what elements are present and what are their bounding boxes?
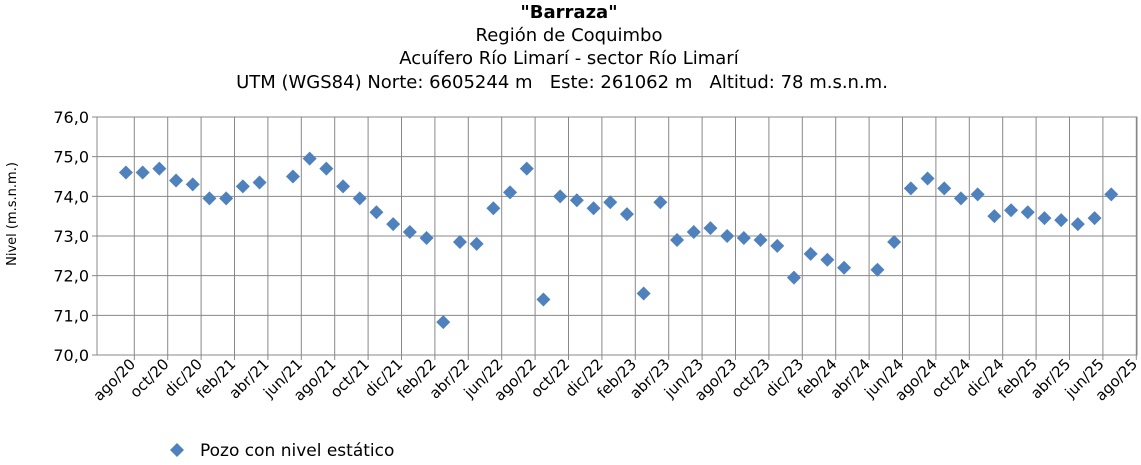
data-point (285, 169, 300, 184)
data-point (953, 191, 968, 206)
data-point (302, 151, 317, 166)
data-point (185, 177, 200, 192)
legend-marker (170, 443, 184, 457)
data-point (603, 195, 618, 210)
data-point (219, 191, 234, 206)
data-point (920, 171, 935, 186)
data-point (937, 181, 952, 196)
chart-subtitle: Acuífero Río Limarí - sector Río Limarí (399, 48, 739, 69)
y-tick-label: 71,0 (53, 306, 89, 325)
chart-title: "Barraza" (520, 2, 617, 23)
data-point (1020, 205, 1035, 220)
data-point (870, 262, 885, 277)
data-point (1087, 211, 1102, 226)
y-tick-label: 75,0 (53, 148, 89, 167)
data-point (553, 189, 568, 204)
x-tick-label: ago/20 (90, 355, 140, 405)
data-point (686, 225, 701, 240)
y-tick-label: 76,0 (53, 108, 89, 127)
data-point (887, 234, 902, 249)
data-point (386, 217, 401, 232)
data-point (252, 175, 267, 190)
data-point (903, 181, 918, 196)
data-point (436, 315, 451, 330)
data-point (770, 238, 785, 253)
data-point (753, 232, 768, 247)
data-point (152, 161, 167, 176)
data-point (1054, 213, 1069, 228)
y-tick-label: 70,0 (53, 346, 89, 365)
data-point (619, 207, 634, 222)
data-point (970, 187, 985, 202)
data-point (586, 201, 601, 216)
data-point (803, 246, 818, 261)
data-point (1037, 211, 1052, 226)
y-tick-label: 74,0 (53, 187, 89, 206)
data-point (670, 232, 685, 247)
data-point (720, 229, 735, 243)
data-point (820, 252, 835, 267)
data-point (369, 205, 384, 220)
data-point (987, 209, 1002, 224)
data-point (569, 193, 584, 208)
data-point (319, 161, 334, 176)
data-point (1004, 203, 1019, 218)
data-point (336, 179, 351, 194)
data-point (352, 191, 367, 206)
data-point (118, 165, 133, 180)
data-point (1104, 187, 1119, 202)
data-point (837, 260, 852, 275)
data-point (703, 221, 718, 236)
data-point (135, 165, 150, 180)
data-point (1070, 217, 1085, 232)
data-point (169, 173, 184, 188)
data-point (519, 161, 534, 176)
legend-label: Pozo con nivel estático (200, 441, 394, 461)
y-axis-label: Nivel (m.s.n.m.) (5, 162, 20, 266)
data-point (202, 191, 217, 206)
data-point (235, 179, 250, 194)
data-point (636, 286, 651, 301)
chart-subtitle: UTM (WGS84) Norte: 6605244 m Este: 26106… (236, 72, 888, 93)
data-point (653, 195, 668, 210)
chart-subtitle: Región de Coquimbo (476, 25, 663, 46)
y-tick-label: 73,0 (53, 227, 89, 246)
data-point (469, 236, 484, 251)
data-point (503, 185, 518, 200)
data-point (736, 230, 751, 245)
data-point (419, 230, 434, 245)
data-point (402, 225, 417, 240)
data-point (486, 201, 501, 216)
data-point (786, 270, 801, 285)
data-point (536, 292, 551, 307)
y-tick-label: 72,0 (53, 267, 89, 286)
data-point (452, 234, 467, 249)
